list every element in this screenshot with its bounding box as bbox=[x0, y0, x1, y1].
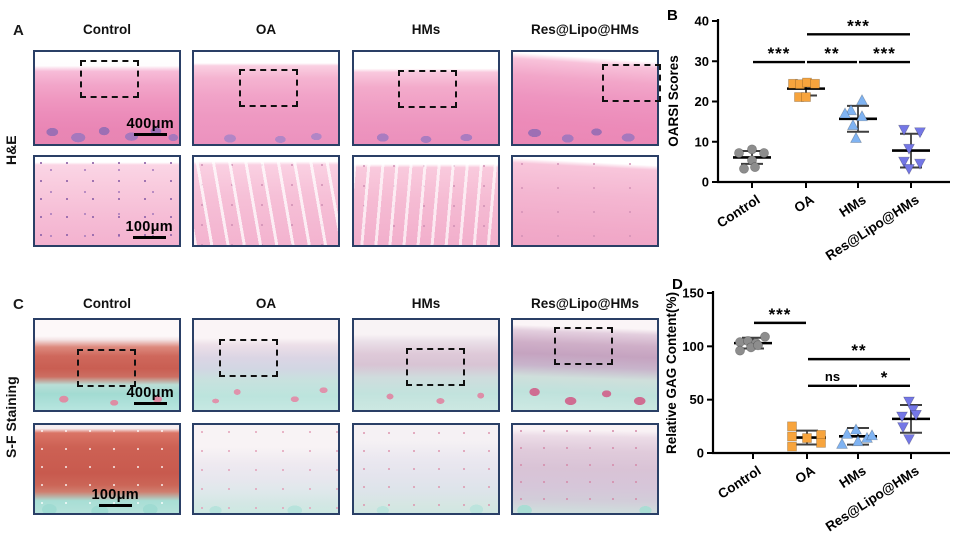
significance-control-vs-oa: *** bbox=[754, 305, 806, 325]
panel_a-micrograph-high-mag-control: 100μm bbox=[33, 155, 181, 247]
significance-label: *** bbox=[847, 16, 870, 35]
x-tick-label-res-lipo-hms: Res@Lipo@HMs bbox=[823, 192, 922, 263]
x-tick-label-control: Control bbox=[715, 463, 763, 502]
dashed-roi-box bbox=[239, 69, 298, 107]
y-tick-label: 0 bbox=[702, 175, 709, 190]
panel_c-micrograph-low-mag-hms bbox=[352, 318, 500, 412]
y-tick-label: 50 bbox=[690, 392, 704, 407]
series-hms bbox=[836, 423, 878, 449]
significance-label: ** bbox=[824, 44, 839, 63]
significance-label: * bbox=[881, 368, 889, 387]
series-oa bbox=[787, 77, 825, 102]
series-res-lipo-hms bbox=[892, 396, 930, 446]
panel_a-micrograph-low-mag-oa bbox=[192, 50, 340, 146]
axes: 0 10 20 30 40 bbox=[695, 14, 950, 190]
panel_c-micrograph-low-mag-res-lipo-hms bbox=[511, 318, 659, 412]
scale-bar-label: 400μm bbox=[126, 115, 174, 132]
x-tick-label-oa: OA bbox=[791, 192, 816, 216]
y-tick-label: 0 bbox=[697, 446, 704, 461]
scale-bar-line bbox=[133, 133, 167, 136]
dashed-roi-box bbox=[602, 64, 661, 102]
panel_c-column-header-oa: OA bbox=[255, 296, 277, 311]
significance-oa-vs-res-lipo-hms: *** bbox=[807, 16, 910, 36]
panel_c-micrograph-high-mag-hms bbox=[352, 423, 500, 515]
series-control bbox=[734, 331, 772, 356]
series-control bbox=[733, 144, 771, 174]
significance-label: ** bbox=[851, 341, 866, 360]
y-tick-label: 30 bbox=[695, 54, 709, 69]
significance-hms-vs-res-lipo-hms: *** bbox=[859, 44, 910, 64]
panel_c-micrograph-high-mag-res-lipo-hms bbox=[511, 423, 659, 515]
significance-control-vs-oa: *** bbox=[753, 44, 805, 64]
x-tick-label-hms: HMs bbox=[837, 463, 869, 491]
panel-label: B bbox=[667, 7, 678, 24]
x-tick-label-hms: HMs bbox=[837, 192, 869, 220]
significance-label: ns bbox=[825, 369, 840, 384]
significance-oa-vs-res-lipo-hms: ** bbox=[808, 341, 910, 361]
y-tick-label: 150 bbox=[682, 286, 704, 301]
panel_c-column-header-res-lipo-hms: Res@Lipo@HMs bbox=[530, 296, 640, 311]
panel_a-micrograph-high-mag-res-lipo-hms bbox=[511, 155, 659, 247]
panel_a-column-header-res-lipo-hms: Res@Lipo@HMs bbox=[530, 22, 640, 37]
significance-hms-vs-res-lipo-hms: * bbox=[859, 368, 910, 388]
series-oa bbox=[787, 421, 826, 452]
significance-oa-vs-hms: ** bbox=[807, 44, 857, 64]
dashed-roi-box bbox=[398, 70, 457, 108]
dashed-roi-box bbox=[554, 327, 613, 365]
significance-label: *** bbox=[769, 305, 792, 324]
panel_c-micrograph-high-mag-oa bbox=[192, 423, 340, 515]
dashed-roi-box bbox=[80, 60, 139, 98]
panel_a-column-header-control: Control bbox=[83, 22, 131, 37]
panel_c-micrograph-high-mag-control: 100μm bbox=[33, 423, 181, 515]
panel_a-micrograph-low-mag-hms bbox=[352, 50, 500, 146]
sf-row-label: S-F Staining bbox=[3, 376, 19, 458]
y-axis-title: Relative GAG Content(%) bbox=[664, 292, 679, 454]
panel_a-micrograph-high-mag-hms bbox=[352, 155, 500, 247]
significance-label: *** bbox=[768, 44, 791, 63]
y-tick-label: 40 bbox=[695, 14, 709, 29]
scale-bar-label: 100μm bbox=[125, 218, 173, 235]
panel_c-micrograph-low-mag-oa bbox=[192, 318, 340, 412]
significance-label: *** bbox=[873, 44, 896, 63]
scale-bar-line bbox=[98, 504, 132, 507]
scale-bar-line bbox=[132, 236, 166, 239]
y-tick-label: 20 bbox=[695, 94, 709, 109]
scale-bar: 100μm bbox=[91, 486, 139, 507]
scale-bar-label: 100μm bbox=[91, 486, 139, 503]
panel_c-micrograph-low-mag-control: 400μm bbox=[33, 318, 181, 412]
scale-bar: 400μm bbox=[126, 115, 174, 136]
he-row-label: H&E bbox=[3, 135, 19, 165]
panel_a-column-header-oa: OA bbox=[255, 22, 277, 37]
scale-bar: 400μm bbox=[126, 384, 174, 405]
oarsi-scores-scatter-chart: B 0 10 20 30 40 OARSI Scores Control OA HMsRes@Li… bbox=[666, 7, 950, 263]
panel_a-column-header-hms: HMs bbox=[411, 22, 441, 37]
dashed-roi-box bbox=[219, 339, 278, 377]
panel_a-micrograph-low-mag-res-lipo-hms bbox=[511, 50, 661, 146]
series-res-lipo-hms bbox=[892, 124, 930, 176]
x-tick-label-oa: OA bbox=[792, 463, 817, 487]
series-hms bbox=[839, 93, 877, 143]
x-tick-label-res-lipo-hms: Res@Lipo@HMs bbox=[823, 463, 922, 534]
y-tick-label: 100 bbox=[682, 339, 704, 354]
significance-oa-vs-hms: ns bbox=[808, 369, 857, 388]
panel_a-micrograph-high-mag-oa bbox=[192, 155, 340, 247]
dashed-roi-box bbox=[406, 348, 465, 386]
y-tick-label: 10 bbox=[695, 134, 709, 149]
panel-label: D bbox=[672, 276, 683, 293]
panel_c-column-header-control: Control bbox=[83, 296, 131, 311]
scale-bar-label: 400μm bbox=[126, 384, 174, 401]
panel-a-label: A bbox=[13, 22, 24, 39]
panel_c-column-header-hms: HMs bbox=[411, 296, 441, 311]
panel_a-micrograph-low-mag-control: 400μm bbox=[33, 50, 181, 146]
dashed-roi-box bbox=[77, 349, 136, 387]
y-axis-title: OARSI Scores bbox=[666, 55, 681, 147]
scale-bar: 100μm bbox=[125, 218, 173, 239]
panel-c-label: C bbox=[13, 296, 24, 313]
x-tick-label-control: Control bbox=[714, 192, 762, 231]
scale-bar-line bbox=[133, 402, 167, 405]
axes: 0 50 100 150 bbox=[682, 286, 950, 461]
